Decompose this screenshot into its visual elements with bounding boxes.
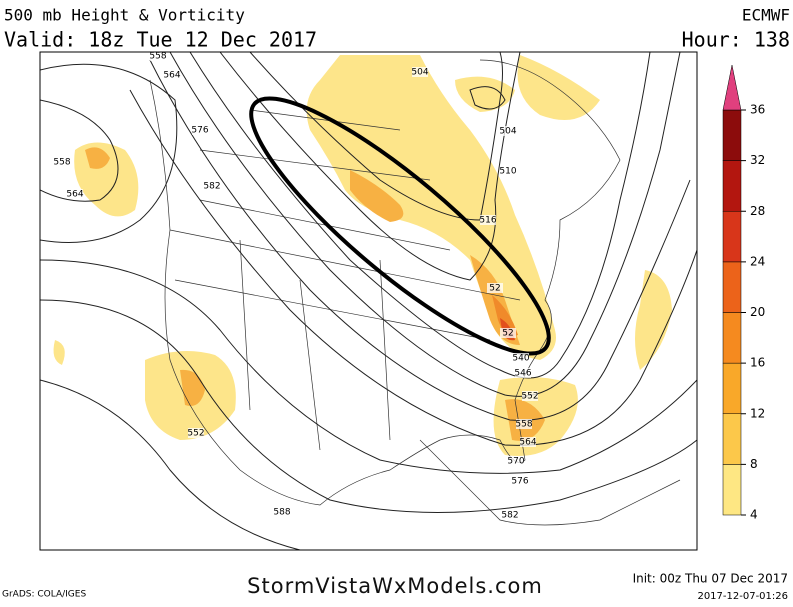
contour-label-bg [487,283,503,293]
contour-label-bg [500,126,516,136]
colorbar-segment [722,109,742,161]
contour-label: 558 [149,52,166,62]
contour-label: 564 [66,190,83,200]
contour-label: 576 [511,477,528,487]
map-area: 558 564 558 564 576 582 504 504 510 516 52 52 540 546… [39,51,698,551]
colorbar-segment [722,464,742,516]
contour-label-bg [513,353,529,363]
map-title: 500 mb Height & Vorticity [4,6,245,25]
colorbar-tick-label: 24 [750,254,765,268]
contour-label-bg [515,368,531,378]
map-frame [39,51,698,551]
forecast-hour: Hour: 138 [682,28,790,52]
contour-label: 504 [499,127,516,137]
contour-label: 510 [499,167,516,177]
contour-label-bg [522,391,538,401]
contour-label: 540 [512,354,529,364]
contour-label: 564 [163,71,180,81]
contour-label-bg [412,67,428,77]
colorbar-segment [722,362,742,414]
contour-label-bg [512,476,528,486]
contour-label-bg [516,419,532,429]
colorbar-tick-label: 32 [750,153,765,167]
contour-label-bg [500,328,516,338]
contour-label-bg [520,437,536,447]
colorbar-tick-label: 8 [750,457,758,471]
colorbar-tick-label: 16 [750,356,765,370]
colorbar-overflow [722,64,742,111]
contour-label-bg [500,166,516,176]
contour-label: 52 [502,329,513,339]
contour-label: 570 [507,457,524,467]
contour-label: 582 [203,182,220,192]
contour-label: 558 [515,420,532,430]
contour-label: 564 [519,438,536,448]
contour-label-bg [192,125,208,135]
geography [149,59,681,526]
colorbar: 4 8 12 16 20 24 28 32 36 [722,64,765,522]
contour-label-bg [508,456,524,466]
contour-label: 588 [273,508,290,518]
grads-credit: GrADS: COLA/IGES [2,590,86,600]
contour-label-bg [204,181,220,191]
highlight-ellipse [249,96,551,356]
colorbar-tick-label: 28 [750,204,765,218]
contour-label: 582 [501,511,518,521]
contour-label-bg [67,189,83,199]
model-name: ECMWF [742,6,790,25]
contour-label: 546 [514,369,531,379]
contour-label: 576 [191,126,208,136]
contour-label-bg [54,157,70,167]
colorbar-tick-label: 36 [750,103,765,117]
contour-label: 552 [187,429,204,439]
contour-label: 504 [411,68,428,78]
contour-label: 516 [479,216,496,226]
colorbar-tick-label: 20 [750,305,765,319]
valid-time: Valid: 18z Tue 12 Dec 2017 [4,28,317,52]
colorbar-segment [722,312,742,364]
colorbar-segment [722,413,742,465]
init-time: Init: 00z Thu 07 Dec 2017 [633,572,788,586]
contour-label: 552 [521,392,538,402]
contour-label-bg [274,507,290,517]
contour-label: 558 [53,158,70,168]
contour-label-bg [188,428,204,438]
contour-label-bg [502,510,518,520]
colorbar-segment [722,261,742,313]
colorbar-segment [722,211,742,263]
contour-label-bg [150,52,166,61]
colorbar-tick-label: 12 [750,406,765,420]
contour-label-bg [164,70,180,80]
colorbar-tick-label: 4 [750,508,758,522]
colorbar-segment [722,160,742,212]
site-name: StormVistaWxModels.com [247,574,543,598]
timestamp: 2017-12-07-01:26 [697,591,788,602]
contour-label: 52 [489,284,500,294]
contour-label-bg [480,215,496,225]
